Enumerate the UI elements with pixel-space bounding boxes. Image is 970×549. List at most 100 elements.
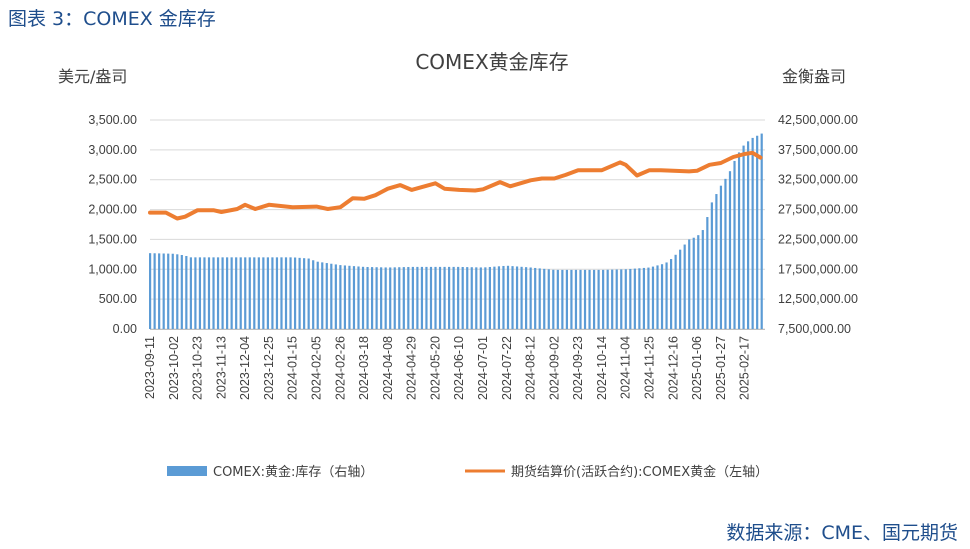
inventory-bar (212, 257, 215, 329)
legend-label-price: 期货结算价(活跃合约):COMEX黄金（左轴） (511, 464, 768, 480)
inventory-bar (479, 267, 482, 329)
inventory-bar (493, 266, 496, 329)
left-tick-label: 1,500.00 (88, 232, 137, 246)
right-tick-label: 7,500,000.00 (778, 322, 851, 336)
x-tick-label: 2025-01-27 (714, 336, 728, 400)
inventory-bar (737, 152, 741, 329)
inventory-bar (443, 266, 446, 329)
right-tick-label: 27,500,000.00 (778, 203, 858, 217)
price-line-layer (148, 150, 763, 221)
inventory-bar (416, 266, 419, 329)
inventory-bar (579, 269, 582, 329)
inventory-bar (303, 258, 306, 329)
inventory-bar (592, 269, 596, 329)
x-tick-label: 2024-05-20 (428, 336, 442, 400)
inventory-bar (570, 269, 573, 329)
inventory-bar (366, 266, 369, 329)
inventory-bar (203, 257, 206, 329)
inventory-bar (502, 265, 505, 329)
inventory-bar (393, 267, 396, 329)
right-tick-label: 37,500,000.00 (778, 143, 858, 157)
x-tick-label: 2024-11-25 (642, 336, 656, 399)
left-tick-label: 500.00 (99, 292, 137, 306)
inventory-bar (660, 264, 664, 329)
inventory-bar (547, 269, 550, 329)
inventory-bar (674, 254, 677, 329)
inventory-bar (679, 249, 682, 329)
inventory-bar (429, 266, 433, 329)
left-tick-label: 2,000.00 (88, 203, 137, 217)
inventory-bar (692, 237, 695, 329)
inventory-bar (665, 262, 668, 329)
x-axis-ticks: 2023-09-11 2023-10-02 2023-10-23 2023-11-13… (143, 329, 765, 400)
x-tick-label: 2025-01-06 (690, 336, 704, 400)
inventory-bar (756, 135, 759, 329)
source-note: 数据来源：CME、国元期货 (726, 522, 958, 544)
inventory-bar (312, 260, 315, 329)
inventory-bar (583, 269, 587, 329)
inventory-bar (316, 261, 319, 329)
inventory-bar (339, 265, 342, 329)
x-tick-label: 2024-04-29 (405, 336, 419, 400)
inventory-bar (624, 269, 627, 329)
inventory-bar (461, 266, 464, 329)
x-tick-label: 2024-07-22 (500, 336, 514, 400)
inventory-bar (520, 266, 523, 329)
x-tick-label: 2024-01-15 (286, 336, 300, 400)
inventory-bar (565, 269, 568, 329)
inventory-bar (747, 141, 750, 329)
inventory-bar (733, 160, 736, 329)
inventory-bar (556, 269, 559, 329)
inventory-bar (511, 266, 514, 329)
inventory-bar (506, 265, 510, 329)
inventory-bar (389, 267, 392, 329)
inventory-bar (588, 269, 591, 329)
left-tick-label: 3,500.00 (88, 113, 137, 127)
inventory-bar (751, 137, 754, 329)
inventory-bar (724, 178, 727, 329)
inventory-bar (488, 266, 491, 329)
inventory-bar (248, 257, 251, 329)
inventory-bar (185, 255, 188, 329)
inventory-bar (398, 267, 401, 329)
x-tick-label: 2023-12-04 (238, 336, 252, 400)
inventory-bar (361, 266, 365, 329)
inventory-bar (728, 171, 732, 329)
inventory-bar (647, 267, 650, 329)
right-tick-label: 42,500,000.00 (778, 113, 858, 127)
inventory-bar (407, 266, 410, 329)
inventory-bar (221, 257, 224, 329)
inventory-bar (719, 185, 723, 329)
inventory-bar (620, 269, 623, 329)
comex-gold-inventory-chart: COMEX黄金库存 美元/盎司 金衡盎司 0.00 500.00 1,000.00 1… (58, 50, 858, 480)
inventory-bar (239, 257, 242, 329)
x-tick-label: 2024-12-16 (666, 336, 680, 400)
inventory-bar (420, 266, 424, 329)
inventory-bar (538, 268, 541, 329)
inventory-bar (411, 266, 414, 329)
inventory-bar (602, 269, 605, 329)
inventory-bar (701, 230, 704, 329)
inventory-bar (710, 202, 713, 329)
inventory-bar (529, 267, 532, 329)
inventory-bar (597, 269, 600, 329)
inventory-bar (656, 265, 659, 329)
inventory-bar (343, 265, 347, 329)
inventory-bar (688, 239, 691, 329)
inventory-bar (253, 257, 256, 329)
x-tick-label: 2024-07-01 (476, 336, 490, 400)
x-tick-label: 2024-08-12 (524, 336, 538, 400)
x-tick-label: 2024-10-14 (595, 336, 609, 400)
inventory-bar (561, 269, 564, 329)
right-tick-label: 22,500,000.00 (778, 232, 858, 246)
x-tick-label: 2023-10-02 (167, 336, 181, 400)
inventory-bar (149, 253, 152, 329)
x-tick-label: 2024-04-08 (381, 336, 395, 400)
inventory-bar (629, 268, 632, 329)
x-tick-label: 2023-12-25 (262, 336, 276, 400)
inventory-bar (497, 266, 501, 329)
inventory-bar (307, 258, 310, 329)
left-tick-label: 3,000.00 (88, 143, 137, 157)
inventory-bar (167, 253, 170, 329)
right-tick-label: 32,500,000.00 (778, 173, 858, 187)
